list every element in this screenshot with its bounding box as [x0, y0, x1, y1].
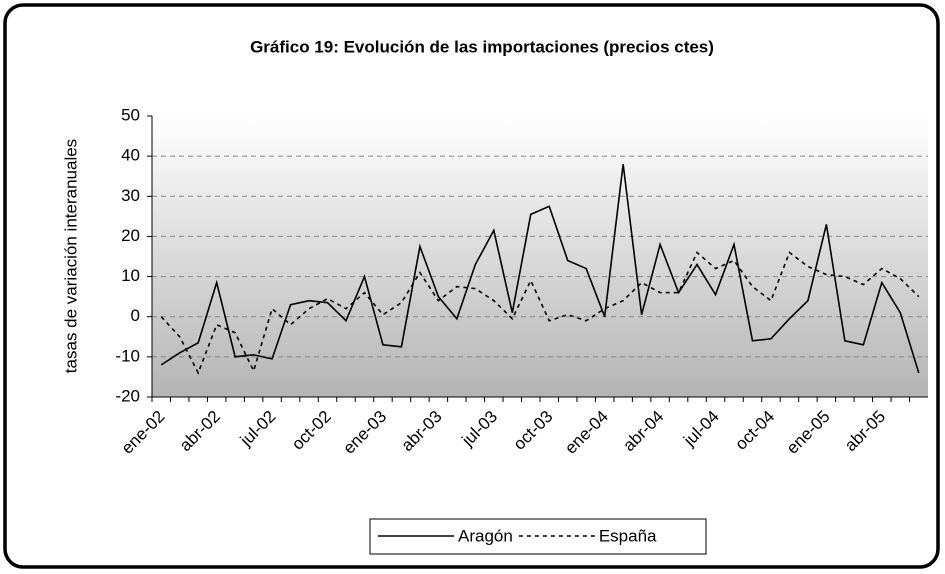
legend-label: Aragón: [458, 526, 513, 545]
y-tick-label: 10: [121, 266, 140, 285]
legend-label: España: [599, 526, 657, 545]
y-tick-label: 20: [121, 226, 140, 245]
y-tick-label: 40: [121, 146, 140, 165]
y-tick-label: 50: [121, 105, 140, 124]
chart-title: Gráfico 19: Evolución de las importacion…: [250, 37, 714, 56]
y-tick-label: -10: [115, 346, 140, 365]
series-line: [160, 251, 920, 375]
y-tick-label: 0: [131, 306, 140, 325]
y-tick-label: 30: [121, 186, 140, 205]
y-axis-label: tasas de variación interanuales: [61, 139, 80, 373]
plot-area: [152, 116, 928, 397]
legend: Aragón España: [369, 518, 707, 555]
y-tick-label: -20: [115, 386, 140, 405]
series-line: [160, 164, 920, 374]
